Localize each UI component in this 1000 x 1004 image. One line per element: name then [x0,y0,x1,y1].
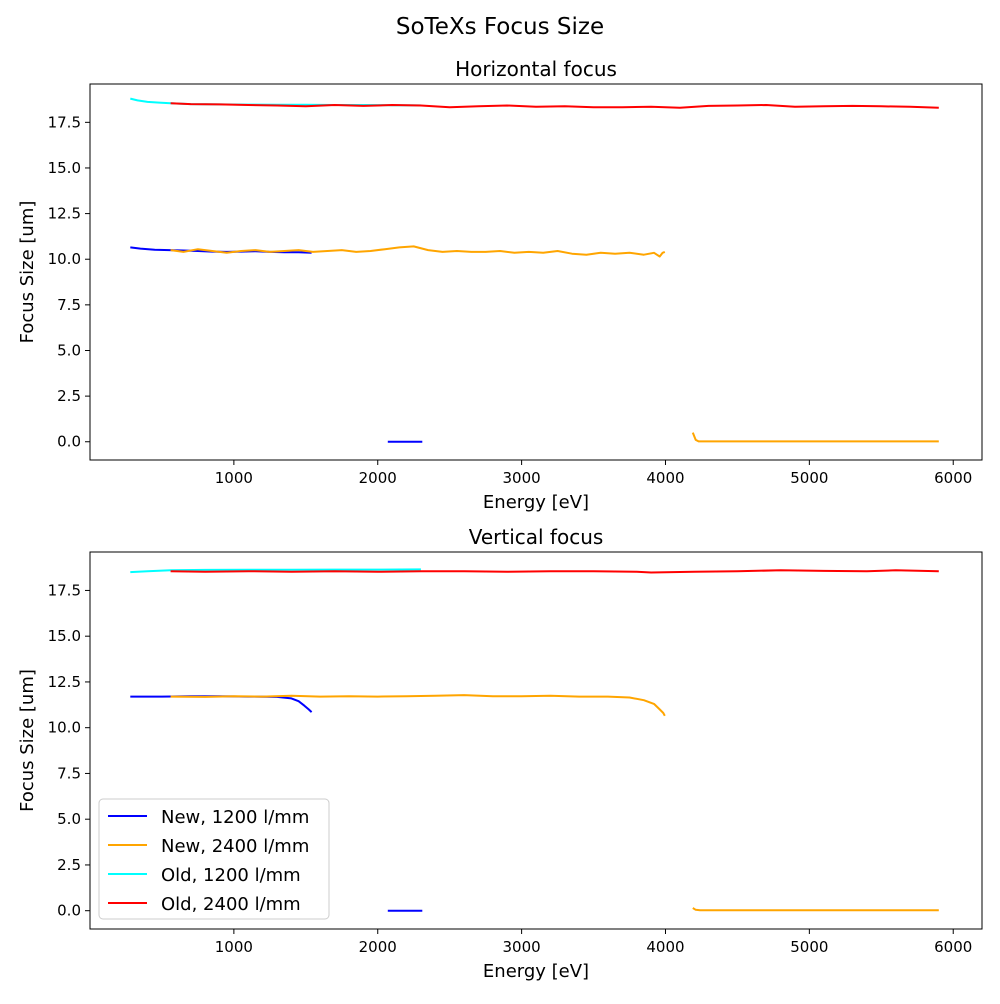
x-tick-label: 2000 [359,938,397,956]
y-tick-label: 7.5 [57,296,81,314]
x-tick-label: 4000 [646,938,684,956]
legend-label: New, 1200 l/mm [161,807,309,828]
series-line-old-1200-l-mm-1 [130,97,421,107]
x-tick-label: 6000 [934,938,972,956]
y-tick-label: 5.0 [57,341,81,359]
subplot-2: Vertical focus 1000 2000 3000 4000 5000 6000 0.… [17,525,983,982]
x-tick-label: 6000 [934,469,972,487]
legend: New, 1200 l/mm New, 2400 l/mm Old, 1200 l/… [98,798,330,920]
y-tick-label: 10.0 [48,250,81,268]
x-tick-label: 3000 [503,938,541,956]
y-axis-label: Focus Size [um] [17,669,38,812]
subplot-1: Horizontal focus 1000 2000 3000 4000 5000 6000… [17,57,983,513]
x-axis-label: Energy [eV] [483,961,589,982]
legend-label: Old, 2400 l/mm [161,894,301,915]
series-line-new-2400-l-mm-1 [170,694,666,717]
series-line-new-2400-l-mm-2 [692,907,939,912]
x-tick-label: 5000 [790,469,828,487]
subplot-title: Vertical focus [469,525,604,549]
series-line-new-2400-l-mm-1 [170,245,666,258]
series-line-old-2400-l-mm-1 [170,569,939,574]
axes-frame [89,551,983,930]
series-line-new-1200-l-mm-1 [130,695,313,713]
x-tick-label: 4000 [646,469,684,487]
x-tick-label: 1000 [215,469,253,487]
x-tick-label: 3000 [503,469,541,487]
subplot-title: Horizontal focus [455,57,617,81]
x-tick-label: 2000 [359,469,397,487]
y-tick-label: 17.5 [48,581,81,599]
y-tick-label: 2.5 [57,856,81,874]
y-tick-label: 0.0 [57,902,81,920]
figure-title: SoTeXs Focus Size [395,14,605,40]
series-group [130,97,939,443]
y-axis-label: Focus Size [um] [17,201,38,344]
y-tick-label: 5.0 [57,810,81,828]
x-tick-label: 1000 [215,938,253,956]
axes-frame [89,83,983,461]
y-tick-label: 10.0 [48,719,81,737]
series-line-old-1200-l-mm-1 [130,568,421,574]
legend-box [98,798,330,920]
y-tick-label: 12.5 [48,205,81,223]
series-line-old-2400-l-mm-1 [170,102,939,109]
y-tick-label: 2.5 [57,387,81,405]
legend-label: Old, 1200 l/mm [161,865,301,886]
y-tick-label: 15.0 [48,627,81,645]
x-axis-label: Energy [eV] [483,492,589,513]
y-tick-label: 7.5 [57,764,81,782]
series-line-new-2400-l-mm-2 [691,432,939,443]
y-tick-label: 0.0 [57,433,81,451]
x-tick-label: 5000 [790,938,828,956]
y-tick-label: 17.5 [48,113,81,131]
y-tick-label: 12.5 [48,673,81,691]
legend-label: New, 2400 l/mm [161,836,309,857]
series-group [130,568,939,912]
y-tick-label: 15.0 [48,159,81,177]
